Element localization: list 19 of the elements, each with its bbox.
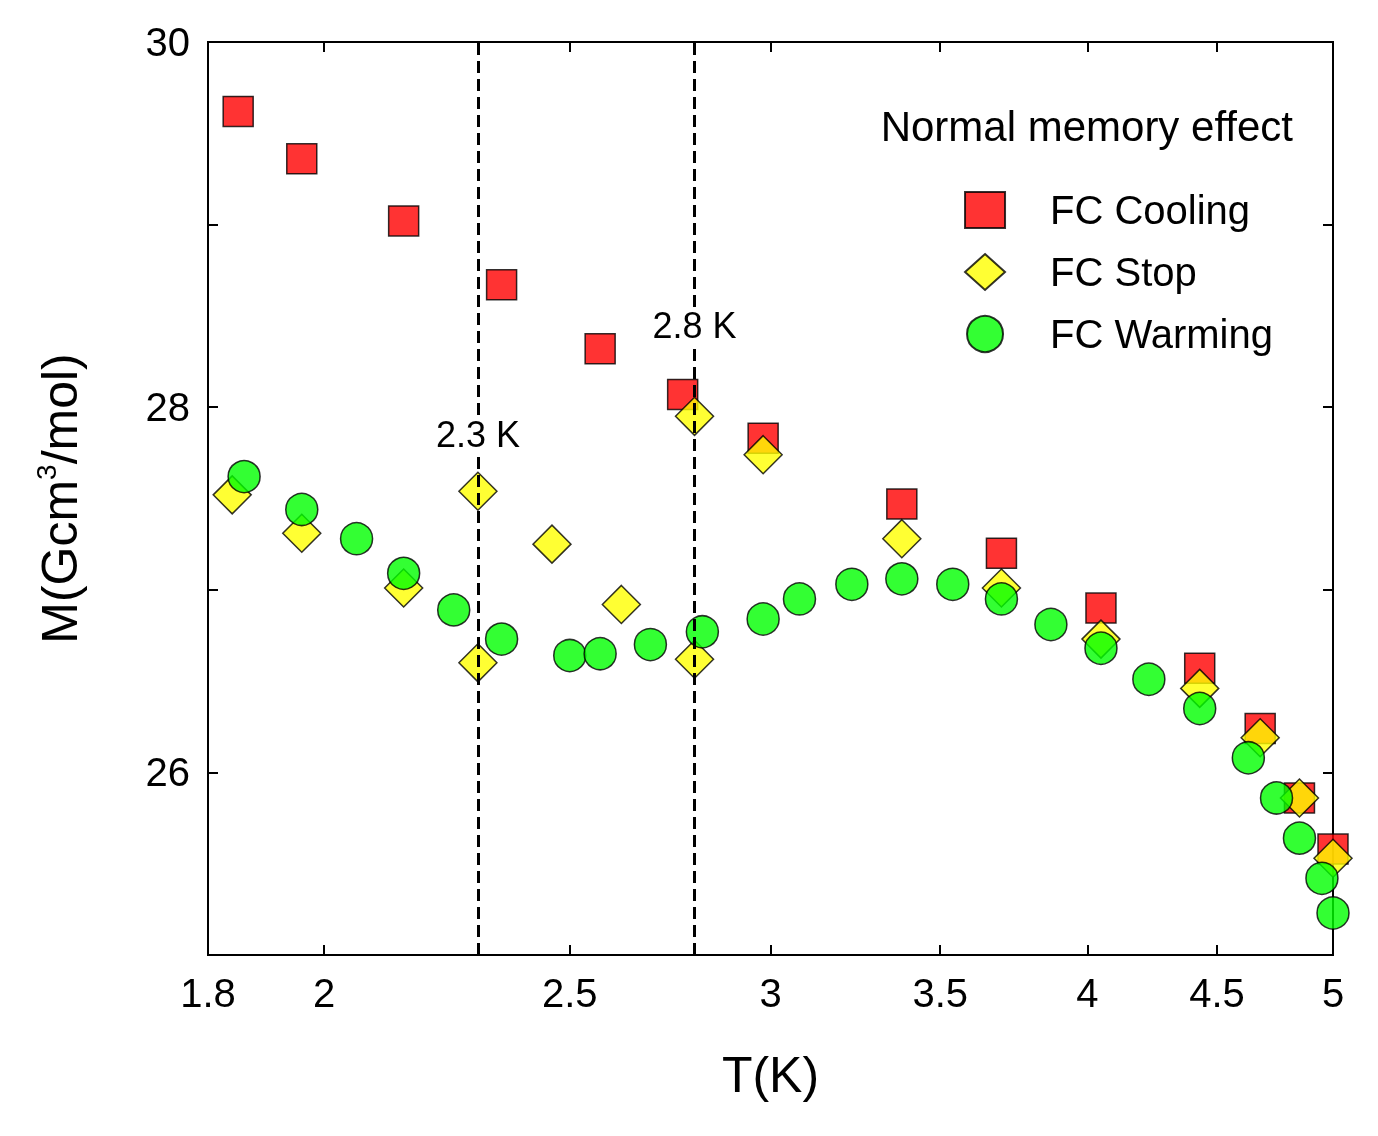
legend-title: Normal memory effect (880, 102, 1294, 150)
x-tick-label: 5 (1321, 971, 1345, 1015)
y-tick-label: 26 (145, 750, 190, 795)
legend-label: FC Stop (1050, 250, 1197, 294)
y-tick-label: 28 (145, 385, 190, 430)
x-tick-label: 2.5 (541, 971, 598, 1015)
x-tick-label: 3 (759, 971, 782, 1015)
annotation: 2.8 K (652, 304, 737, 346)
x-tick-label: 4.5 (1189, 971, 1245, 1015)
x-tick-label: 3.5 (912, 971, 969, 1015)
x-tick-label: 1.8 (180, 971, 236, 1015)
x-tick-label: 4 (1076, 971, 1099, 1015)
y-tick-label: 30 (145, 20, 190, 64)
x-axis-title: T(K) (721, 1047, 820, 1103)
y-axis-title: M(Gcm3/mol) (30, 353, 88, 644)
x-tick-label: 2 (312, 971, 336, 1015)
legend-label: FC Cooling (1050, 188, 1251, 232)
legend-label: FC Warming (1050, 312, 1273, 356)
annotation: 2.3 K (435, 414, 520, 456)
